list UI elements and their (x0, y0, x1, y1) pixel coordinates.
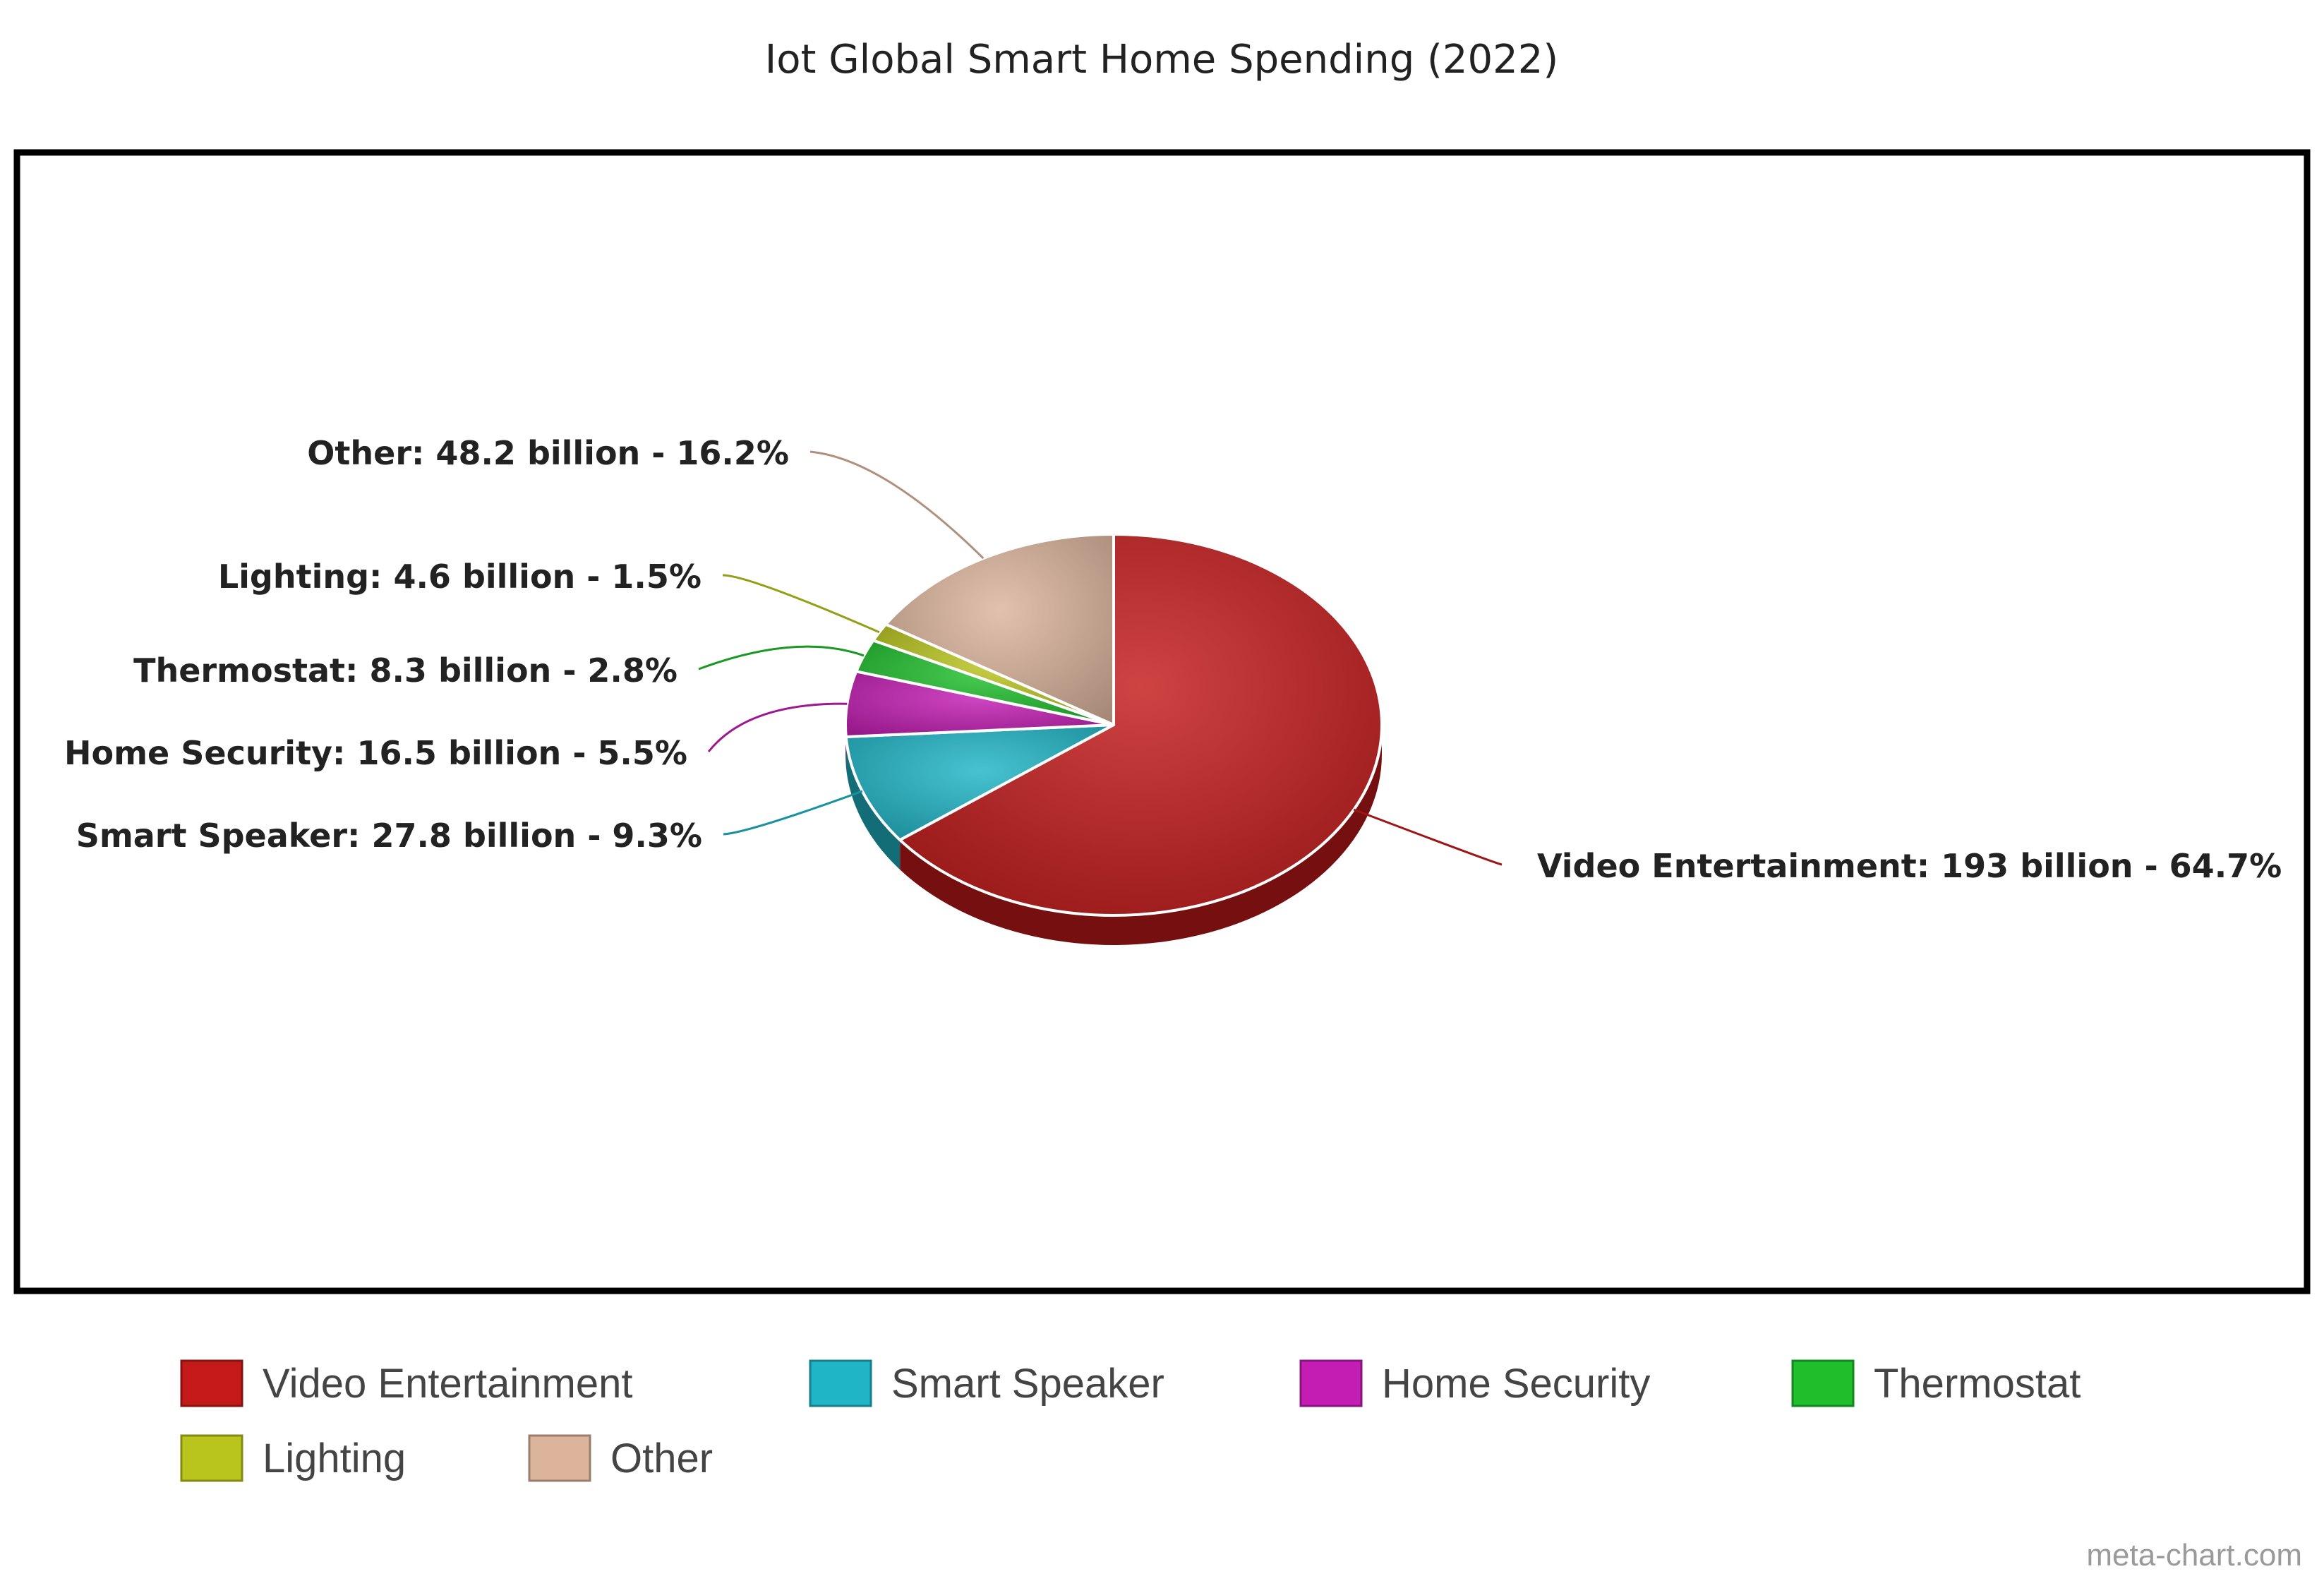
data-label-lighting: Lighting: 4.6 billion - 1.5% (218, 558, 702, 596)
legend-label: Other (610, 1436, 713, 1481)
legend-label: Smart Speaker (891, 1361, 1164, 1407)
legend-label: Thermostat (1874, 1361, 2081, 1407)
legend-swatch (809, 1359, 872, 1407)
legend-swatch (180, 1434, 243, 1482)
legend-item-thermostat[interactable]: Thermostat (1791, 1359, 2081, 1407)
legend-swatch (180, 1359, 243, 1407)
legend-item-other[interactable]: Other (528, 1434, 713, 1482)
data-label-video-entertainment: Video Entertainment: 193 billion - 64.7% (1537, 847, 2282, 885)
leader-line-other (809, 450, 985, 560)
data-label-home-security: Home Security: 16.5 billion - 5.5% (64, 734, 687, 772)
legend-item-lighting[interactable]: Lighting (180, 1434, 406, 1482)
data-label-smart-speaker: Smart Speaker: 27.8 billion - 9.3% (76, 817, 702, 855)
data-label-other: Other: 48.2 billion - 16.2% (307, 434, 789, 472)
watermark: meta-chart.com (2086, 1538, 2302, 1572)
leader-line-lighting (722, 574, 880, 634)
legend-item-video-entertainment[interactable]: Video Entertainment (180, 1359, 633, 1407)
legend-label: Home Security (1382, 1361, 1650, 1407)
legend-swatch (528, 1434, 591, 1482)
pie-slice-side-video-entertainment (900, 725, 1382, 945)
pie-slices-group (844, 533, 1383, 917)
legend-label: Video Entertainment (263, 1361, 633, 1407)
leader-line-smart-speaker (723, 790, 863, 836)
data-label-thermostat: Thermostat: 8.3 billion - 2.8% (133, 651, 678, 690)
leader-line-home-security (707, 702, 848, 752)
leader-lines-group (698, 450, 1503, 866)
legend: Video Entertainment Smart Speaker Home Sec… (180, 1359, 2081, 1482)
pie-slice-side-smart-speaker (845, 737, 901, 870)
legend-item-smart-speaker[interactable]: Smart Speaker (809, 1359, 1164, 1407)
leader-line-video-entertainment (1353, 808, 1503, 866)
legend-swatch (1791, 1359, 1855, 1407)
pie-slice-smart-speaker[interactable] (844, 723, 1115, 842)
leader-line-thermostat (698, 645, 865, 670)
pie-slice-other[interactable] (884, 533, 1115, 726)
data-labels-group: Video Entertainment: 193 billion - 64.7%… (64, 434, 2282, 885)
legend-item-home-security[interactable]: Home Security (1299, 1359, 1650, 1407)
legend-swatch (1299, 1359, 1363, 1407)
legend-label: Lighting (263, 1436, 406, 1481)
chart-title: Iot Global Smart Home Spending (2022) (765, 37, 1559, 83)
